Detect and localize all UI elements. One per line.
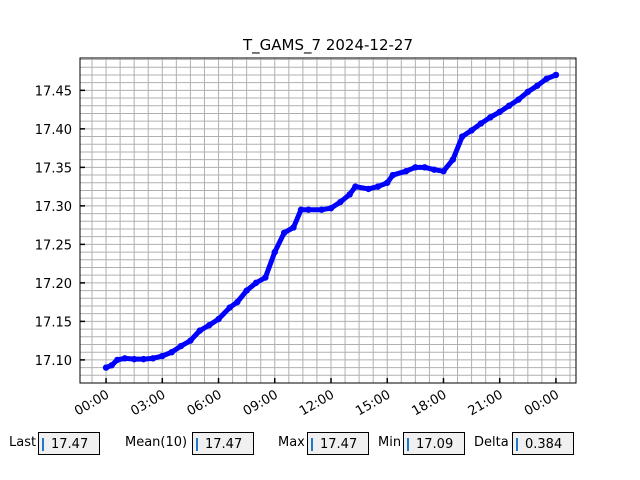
x-tick-label: 06:00 [185,387,225,419]
min-field[interactable]: 17.09 [403,432,465,455]
x-tick-label: 03:00 [128,387,168,419]
data-point [430,166,438,173]
data-point [533,82,541,89]
max-label: Max [278,435,305,450]
data-point [121,355,129,362]
data-point [102,364,110,371]
x-tick-label: 15:00 [353,387,393,419]
data-point [226,304,233,311]
data-point [352,183,359,190]
data-point [524,88,532,96]
data-point [487,114,494,121]
x-tick-label: 09:00 [241,387,281,419]
data-point [187,337,194,344]
max-field[interactable]: 17.47 [307,432,369,455]
data-point [159,352,166,360]
data-point [262,274,269,281]
data-point [318,206,325,213]
data-point [459,133,466,140]
data-point [305,206,312,213]
mean-field[interactable]: 17.47 [192,432,254,455]
data-point [440,168,447,175]
data-point [243,287,250,294]
data-point [402,168,410,175]
line-chart: T_GAMS_7 2024-12-27 17.10 17.15 17.20 17.25… [35,36,577,419]
y-tick-label: 17.30 [35,200,72,215]
data-point [337,198,344,206]
x-tick-label: 00:00 [72,387,112,419]
data-point [365,185,372,193]
data-point [168,348,175,356]
data-point [552,71,560,79]
last-field[interactable]: 17.47 [38,432,100,455]
x-tick-label: 18:00 [410,387,450,419]
data-point [477,120,485,127]
data-point [108,362,115,369]
data-point [196,327,203,334]
y-tick-label: 17.10 [35,354,72,369]
data-point [327,204,335,212]
y-tick-label: 17.25 [35,238,72,253]
x-tick-label: 12:00 [297,387,337,419]
data-point [449,156,457,163]
data-point [114,356,121,364]
data-point [205,322,213,329]
data-point [505,102,513,109]
data-point [384,179,391,186]
y-tick-label: 17.20 [35,277,72,292]
data-point [252,279,260,287]
delta-field[interactable]: 0.384 [512,432,574,455]
data-point [412,164,419,171]
data-point [177,342,185,350]
mean-label: Mean(10) [125,435,188,450]
data-point [280,229,288,237]
y-tick-label: 17.40 [35,123,72,138]
y-tick-label: 17.35 [35,161,72,176]
y-tick-label: 17.15 [35,315,72,330]
data-point [374,183,382,190]
data-point [271,248,278,256]
data-point [496,108,503,116]
y-tick-label: 17.45 [35,84,72,99]
data-point [468,127,475,134]
data-point [421,164,428,171]
last-label: Last [9,435,37,450]
data-point [149,355,157,362]
x-tick-label: 00:00 [522,387,562,419]
data-point [234,298,241,306]
data-point [215,315,222,323]
min-label: Min [378,435,402,450]
plot-frame [79,57,577,384]
chart-title: T_GAMS_7 2024-12-27 [242,36,413,55]
data-point [130,355,138,363]
delta-label: Delta [474,435,509,450]
data-point [515,96,522,103]
data-point [389,171,397,179]
data-point [346,191,353,198]
data-point [297,206,305,213]
data-point [140,355,147,363]
x-tick-label: 21:00 [466,387,506,419]
data-point [543,75,550,82]
data-point [290,224,297,231]
